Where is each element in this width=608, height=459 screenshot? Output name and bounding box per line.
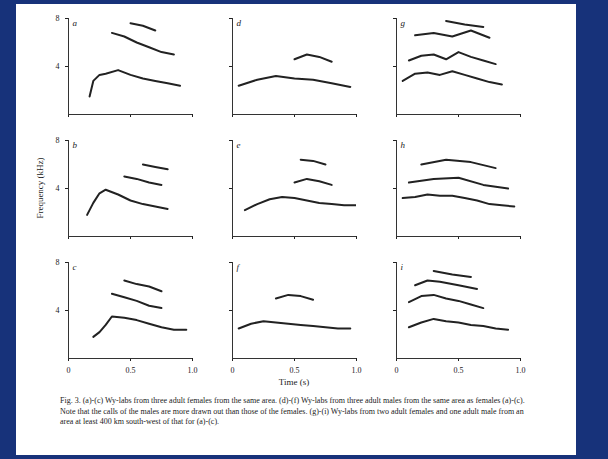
svg-text:b: b: [73, 140, 78, 150]
svg-text:1.0: 1.0: [516, 366, 526, 375]
svg-text:0.5: 0.5: [454, 366, 464, 375]
svg-text:g: g: [401, 18, 406, 28]
svg-text:f: f: [237, 262, 241, 272]
svg-text:1.0: 1.0: [352, 366, 362, 375]
svg-text:4: 4: [56, 306, 60, 315]
svg-text:8: 8: [56, 14, 60, 23]
svg-text:a: a: [73, 18, 78, 28]
svg-text:8: 8: [56, 136, 60, 145]
svg-text:e: e: [237, 140, 241, 150]
svg-text:0.5: 0.5: [126, 366, 136, 375]
html-text:Time (s): Time (s): [278, 377, 310, 387]
svg-text:4: 4: [56, 62, 60, 71]
html-text:Fig. 3. (a)-(c) Wy-labs from t: Fig. 3. (a)-(c) Wy-labs from three adult…: [60, 396, 525, 426]
svg-text:0: 0: [395, 366, 399, 375]
svg-text:c: c: [73, 262, 77, 272]
svg-text:0: 0: [231, 366, 235, 375]
svg-text:i: i: [401, 262, 404, 272]
html-text:Frequency (kHz): Frequency (kHz): [35, 157, 45, 219]
svg-text:1.0: 1.0: [188, 366, 198, 375]
svg-text:0.5: 0.5: [290, 366, 300, 375]
svg-text:h: h: [401, 140, 406, 150]
svg-text:4: 4: [56, 184, 60, 193]
svg-text:0: 0: [67, 366, 71, 375]
svg-text:d: d: [237, 18, 242, 28]
svg-text:8: 8: [56, 258, 60, 267]
